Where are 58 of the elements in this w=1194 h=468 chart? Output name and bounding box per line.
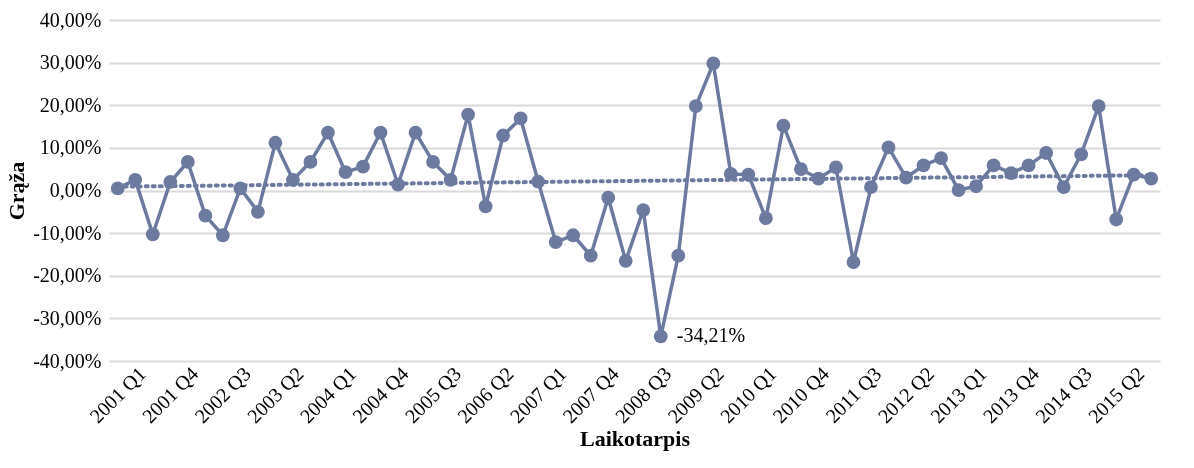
point <box>934 151 948 165</box>
point <box>671 248 686 263</box>
point <box>881 140 896 155</box>
point <box>268 135 283 150</box>
point <box>513 111 528 126</box>
y-axis-title: Grąža <box>4 161 30 221</box>
point <box>618 253 633 268</box>
point <box>408 125 423 140</box>
point <box>251 204 265 219</box>
point <box>916 158 931 173</box>
x-axis-title: Laikotarpis <box>579 426 691 452</box>
y-tick-label: -10,00% <box>33 221 102 244</box>
point <box>566 228 581 243</box>
point <box>1056 180 1071 194</box>
point <box>601 190 616 205</box>
y-tick-label: 0,00% <box>49 179 102 201</box>
point <box>1109 212 1124 227</box>
point <box>951 183 966 197</box>
point <box>986 158 1001 173</box>
point <box>321 125 335 140</box>
point <box>758 211 773 226</box>
point <box>198 208 213 223</box>
point <box>128 172 143 187</box>
y-tick-label: -30,00% <box>33 306 102 329</box>
point <box>373 125 388 140</box>
point <box>303 155 318 169</box>
point <box>1091 99 1106 113</box>
point <box>180 155 195 169</box>
point <box>1074 147 1089 162</box>
y-tick-label: 40,00% <box>39 8 102 31</box>
point <box>145 227 160 242</box>
point <box>215 228 230 243</box>
point <box>969 179 983 194</box>
point <box>1021 158 1036 173</box>
point <box>653 329 668 344</box>
point <box>688 99 703 113</box>
point <box>338 165 353 180</box>
point <box>846 255 861 269</box>
y-tick-label: -40,00% <box>33 349 102 372</box>
point <box>478 199 493 214</box>
point <box>426 155 440 169</box>
point <box>706 56 721 71</box>
y-tick-label: 30,00% <box>39 51 102 74</box>
point <box>356 159 370 174</box>
point <box>583 248 598 263</box>
y-tick-label: -20,00% <box>33 264 102 287</box>
point <box>829 160 843 175</box>
point <box>794 162 808 177</box>
point <box>1039 146 1054 160</box>
point <box>496 128 511 143</box>
point <box>864 180 878 194</box>
annotation: -34,21% <box>676 324 746 347</box>
y-tick-label: 20,00% <box>39 93 102 116</box>
point <box>548 235 563 249</box>
point <box>461 107 475 122</box>
point <box>636 203 651 217</box>
y-tick-label: 10,00% <box>39 136 102 159</box>
point <box>776 118 791 133</box>
